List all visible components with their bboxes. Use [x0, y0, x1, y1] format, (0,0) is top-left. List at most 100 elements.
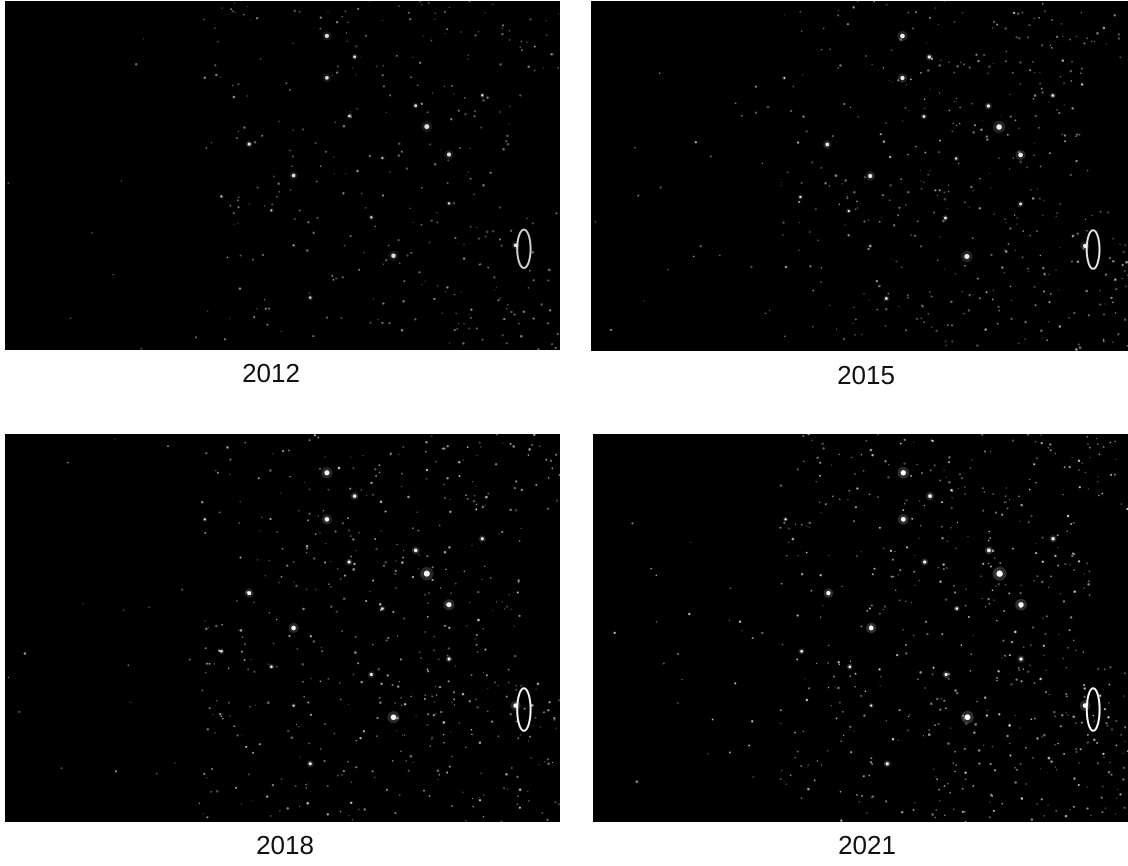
light-dot	[508, 593, 511, 596]
light-dot	[403, 550, 404, 552]
light-dot	[360, 56, 362, 58]
light-dot	[558, 699, 560, 702]
light-dot	[862, 469, 865, 472]
light-dot	[921, 305, 924, 308]
light-dot	[398, 5, 401, 8]
light-dot	[854, 506, 858, 509]
light-dot	[501, 27, 504, 29]
light-dot	[430, 738, 433, 741]
light-dot	[939, 479, 942, 482]
light-dot	[313, 434, 317, 437]
light-dot	[555, 453, 558, 456]
light-dot	[879, 133, 882, 136]
light-dot	[1099, 289, 1101, 291]
light-dot	[820, 764, 823, 766]
light-dot	[1080, 721, 1083, 724]
light-dot	[938, 92, 941, 94]
city-light	[800, 649, 803, 653]
light-dot	[547, 762, 550, 766]
light-dot	[1123, 318, 1127, 321]
light-dot	[989, 816, 991, 819]
light-dot	[1119, 243, 1121, 246]
light-dot	[499, 63, 502, 66]
light-dot	[1056, 769, 1058, 771]
light-dot	[920, 187, 923, 191]
light-dot	[289, 475, 291, 478]
light-dot	[1012, 11, 1015, 14]
light-dot	[261, 134, 264, 137]
light-dot	[516, 803, 519, 805]
light-dot	[807, 764, 809, 766]
light-dot	[1108, 256, 1112, 260]
light-dot	[478, 441, 481, 444]
light-dot	[918, 579, 920, 582]
light-dot	[498, 533, 500, 535]
light-dot	[235, 136, 238, 140]
light-dot	[389, 94, 392, 97]
light-dot	[728, 751, 732, 754]
light-dot	[201, 689, 204, 692]
light-dot	[1099, 694, 1102, 697]
light-dot	[1114, 312, 1117, 314]
light-dot	[1018, 127, 1020, 129]
light-dot	[464, 97, 466, 99]
light-dot	[951, 130, 953, 132]
light-dot	[1086, 436, 1088, 438]
light-dot	[993, 769, 997, 772]
light-dot	[438, 685, 442, 689]
light-dot	[403, 280, 406, 282]
light-dot	[815, 662, 817, 665]
light-dot	[707, 753, 709, 755]
light-dot	[941, 526, 943, 528]
light-dot	[1056, 35, 1059, 39]
city-light	[353, 55, 357, 59]
light-dot	[345, 110, 347, 112]
light-dot	[409, 755, 413, 758]
light-dot	[365, 600, 368, 602]
light-dot	[899, 442, 902, 445]
light-dot	[1098, 494, 1100, 497]
light-dot	[868, 299, 870, 301]
light-dot	[1123, 695, 1125, 697]
light-dot	[793, 731, 797, 734]
light-dot	[799, 10, 802, 13]
light-dot	[502, 148, 505, 151]
light-dot	[779, 526, 782, 529]
light-dot	[997, 568, 999, 570]
light-dot	[1060, 22, 1063, 25]
city-light	[291, 173, 296, 178]
light-dot	[734, 682, 737, 685]
light-dot	[378, 464, 381, 467]
light-dot	[1097, 481, 1099, 483]
light-dot	[495, 286, 497, 288]
light-dot	[1083, 42, 1086, 45]
light-dot	[805, 698, 809, 702]
light-dot	[384, 510, 387, 513]
light-dot	[215, 469, 217, 472]
light-dot	[475, 503, 478, 506]
light-dot	[1072, 311, 1076, 315]
light-dot	[238, 287, 242, 290]
light-dot	[1031, 626, 1035, 629]
light-dot	[475, 698, 477, 701]
light-dot	[1011, 547, 1015, 550]
light-dot	[441, 447, 444, 450]
light-dot	[785, 783, 788, 786]
light-dot	[155, 772, 158, 775]
light-dot	[948, 109, 951, 112]
light-dot	[936, 194, 939, 196]
light-dot	[1005, 222, 1008, 224]
light-dot	[521, 49, 523, 52]
light-dot	[389, 171, 391, 174]
light-dot	[215, 624, 218, 628]
light-dot	[897, 574, 899, 576]
light-dot	[355, 739, 357, 742]
light-dot	[779, 777, 782, 781]
light-dot	[205, 452, 208, 455]
light-dot	[1014, 214, 1016, 216]
light-dot	[520, 684, 523, 687]
light-dot	[472, 805, 475, 808]
light-dot	[1071, 554, 1074, 557]
light-dot	[252, 258, 254, 261]
light-dot	[557, 66, 559, 69]
